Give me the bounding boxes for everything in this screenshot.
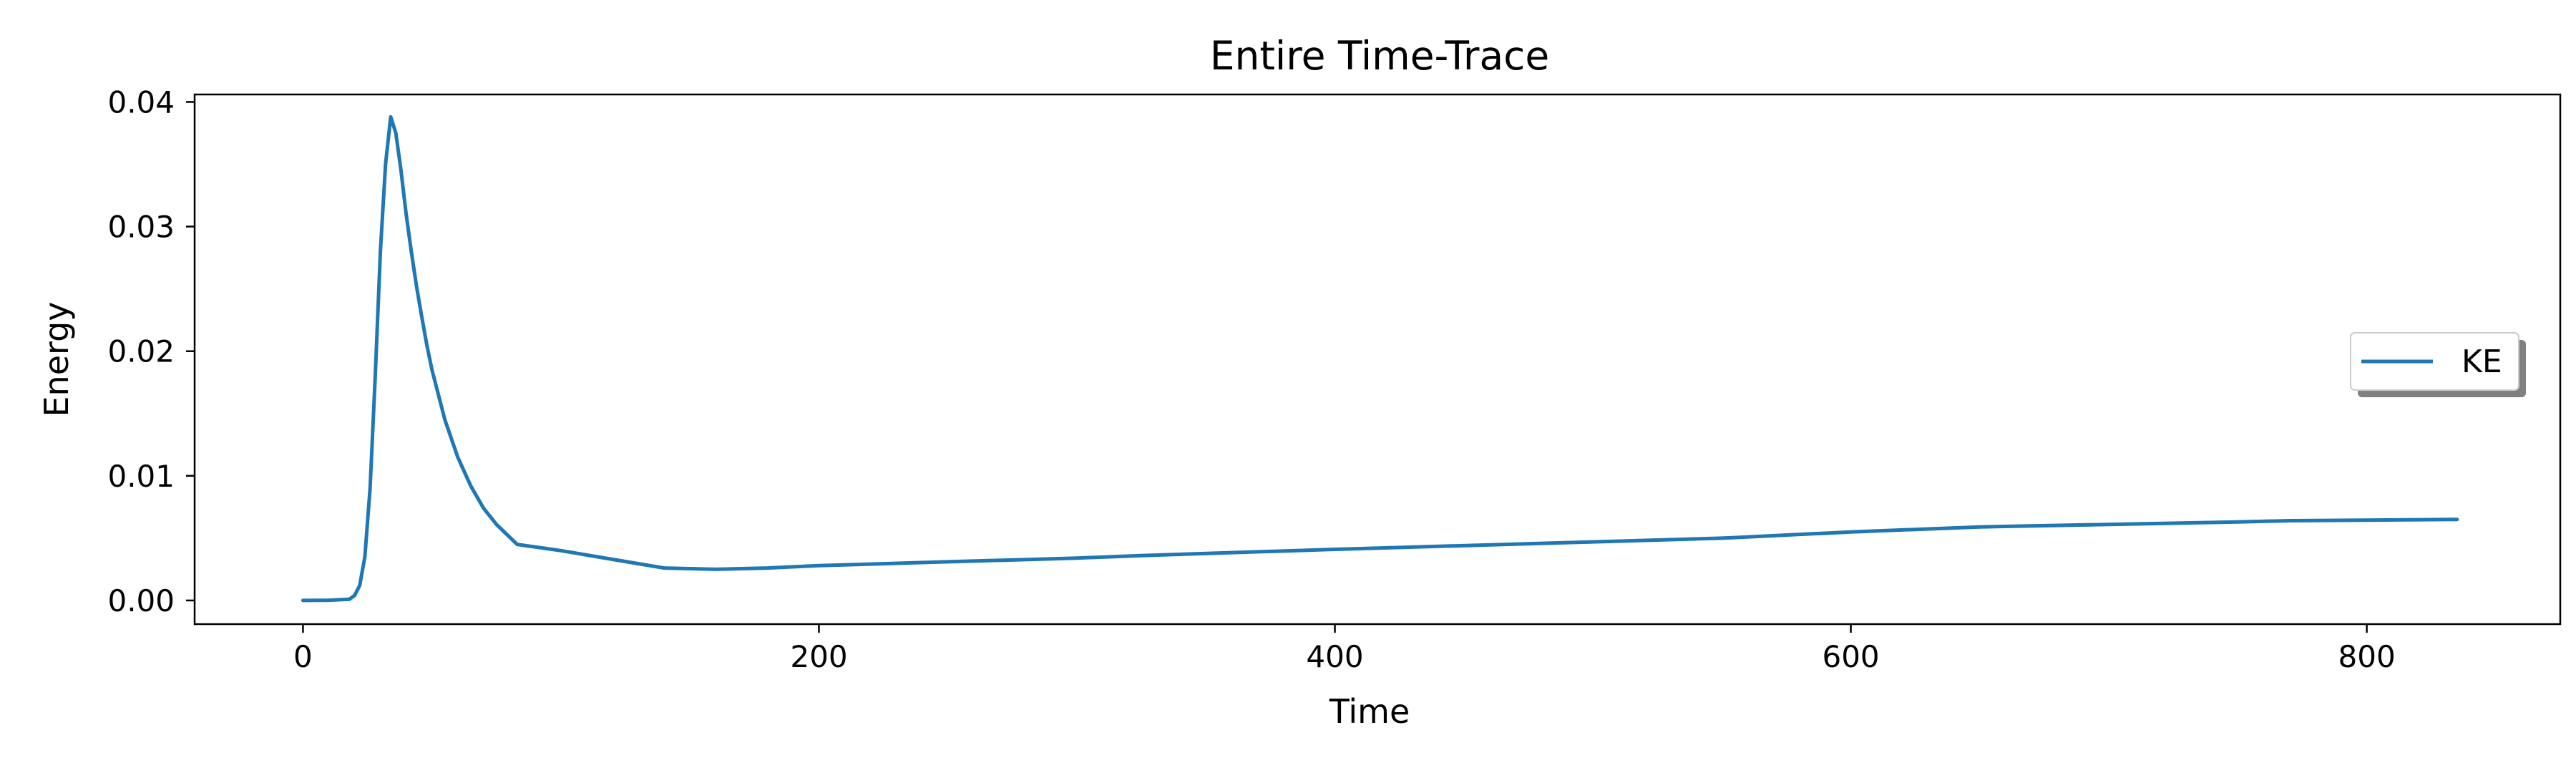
x-tick-label: 0 xyxy=(293,639,313,674)
series-layer xyxy=(301,115,2459,603)
plot-area xyxy=(193,93,2562,626)
legend: KE xyxy=(2350,332,2526,397)
y-tick-label: 0.01 xyxy=(107,459,175,494)
x-tick-label: 400 xyxy=(1306,639,1363,674)
y-tick-label: 0.02 xyxy=(107,334,175,369)
y-tick-label: 0.00 xyxy=(107,583,175,618)
legend-box xyxy=(2350,332,2519,391)
chart-title: Entire Time-Trace xyxy=(1210,33,1549,79)
x-axis: 0 200 400 600 800 xyxy=(293,624,2396,674)
legend-label-ke: KE xyxy=(2462,344,2502,380)
x-tick-label: 600 xyxy=(1822,639,1879,674)
x-tick-label: 200 xyxy=(790,639,847,674)
y-axis-label: Energy xyxy=(37,301,76,417)
x-tick-label: 800 xyxy=(2338,639,2396,674)
series-line-ke xyxy=(301,115,2459,603)
y-tick-label: 0.04 xyxy=(107,84,175,120)
x-axis-label: Time xyxy=(1329,692,1410,731)
y-tick-label: 0.03 xyxy=(107,210,175,245)
y-axis: 0.00 0.01 0.02 0.03 0.04 xyxy=(107,84,195,618)
